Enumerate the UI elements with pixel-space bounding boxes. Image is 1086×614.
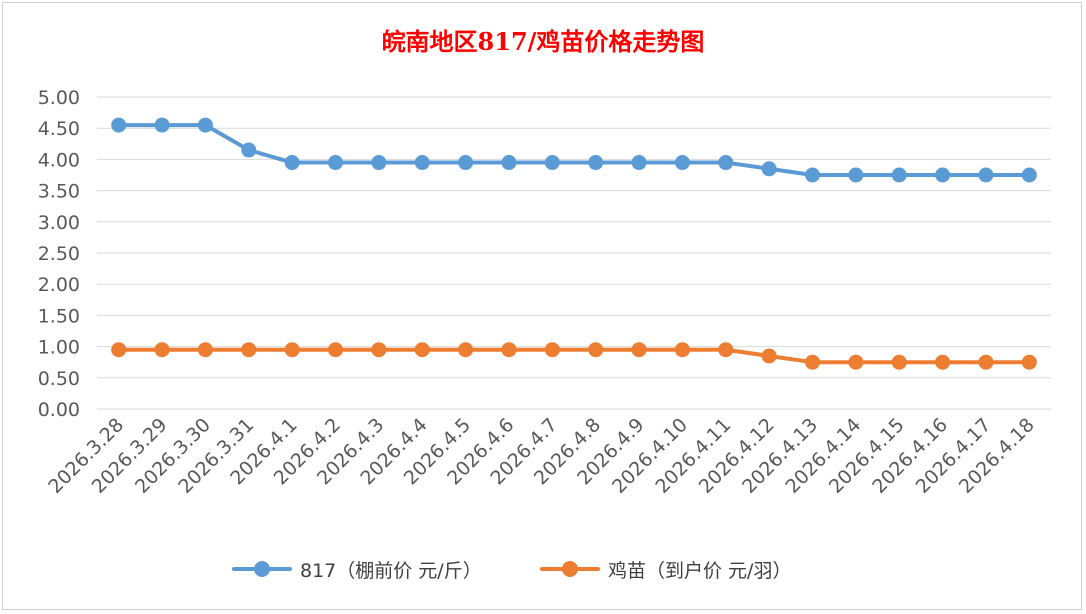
y-tick-label: 4.00	[38, 149, 80, 171]
data-point-series-0	[674, 155, 690, 171]
series-line-0	[116, 123, 1032, 177]
data-point-series-0	[328, 155, 343, 171]
legend-item-817[interactable]: 817（棚前价 元/斤）	[232, 556, 482, 582]
data-point-series-0	[891, 167, 907, 183]
y-tick-label: 3.00	[38, 212, 80, 234]
data-point-series-1	[371, 342, 387, 358]
data-point-series-0	[501, 155, 517, 171]
data-point-series-1	[718, 342, 734, 358]
data-point-series-1	[1021, 354, 1037, 370]
data-point-series-0	[978, 167, 994, 183]
data-point-series-0	[197, 117, 213, 133]
y-tick-label: 0.00	[38, 399, 80, 421]
y-tick-label: 1.50	[38, 305, 80, 327]
data-point-series-0	[111, 117, 127, 133]
y-tick-label: 3.50	[38, 181, 80, 203]
legend-swatch-817	[232, 556, 292, 582]
data-point-series-0	[761, 161, 777, 177]
data-point-series-1	[241, 342, 257, 358]
data-point-series-1	[848, 354, 864, 370]
data-point-series-0	[1021, 167, 1037, 183]
y-tick-label: 1.00	[38, 337, 80, 359]
y-tick-label: 2.50	[38, 243, 80, 265]
data-point-series-1	[891, 354, 907, 370]
data-point-series-0	[284, 155, 300, 171]
data-point-series-1	[197, 342, 213, 358]
data-point-series-1	[501, 342, 517, 358]
y-tick-label: 2.00	[38, 274, 80, 296]
data-point-series-1	[414, 342, 430, 358]
series-line-1	[116, 347, 1032, 365]
data-point-series-0	[935, 167, 951, 183]
data-point-series-0	[805, 167, 820, 183]
data-point-series-1	[761, 348, 777, 364]
data-point-series-0	[154, 117, 170, 133]
legend-label-817: 817（棚前价 元/斤）	[300, 559, 482, 582]
data-point-series-1	[154, 342, 170, 358]
y-tick-label: 0.50	[38, 368, 80, 390]
legend-swatch-chick	[540, 556, 600, 582]
data-point-series-1	[458, 342, 474, 358]
data-point-series-0	[631, 155, 647, 171]
chart-title: 皖南地区817/鸡苗价格走势图	[381, 27, 705, 56]
data-point-series-0	[588, 155, 604, 171]
data-point-series-0	[241, 142, 257, 158]
data-point-series-0	[371, 155, 387, 171]
data-point-series-1	[588, 342, 604, 358]
data-point-series-1	[284, 342, 300, 358]
data-point-series-1	[544, 342, 560, 358]
data-point-series-1	[674, 342, 690, 358]
data-point-series-0	[848, 167, 864, 183]
y-tick-label: 5.00	[38, 87, 80, 109]
data-point-series-0	[544, 155, 560, 171]
data-point-series-0	[414, 155, 430, 171]
data-point-series-1	[111, 342, 127, 358]
data-point-series-1	[978, 354, 994, 370]
data-point-series-0	[458, 155, 474, 171]
legend-label-chick: 鸡苗（到户价 元/羽）	[608, 559, 792, 582]
data-point-series-1	[328, 342, 343, 358]
data-point-series-0	[718, 155, 734, 171]
data-point-series-1	[631, 342, 647, 358]
data-point-series-1	[935, 354, 951, 370]
data-point-series-1	[805, 354, 820, 370]
y-tick-label: 4.50	[38, 118, 80, 140]
legend-item-chick[interactable]: 鸡苗（到户价 元/羽）	[540, 556, 791, 582]
